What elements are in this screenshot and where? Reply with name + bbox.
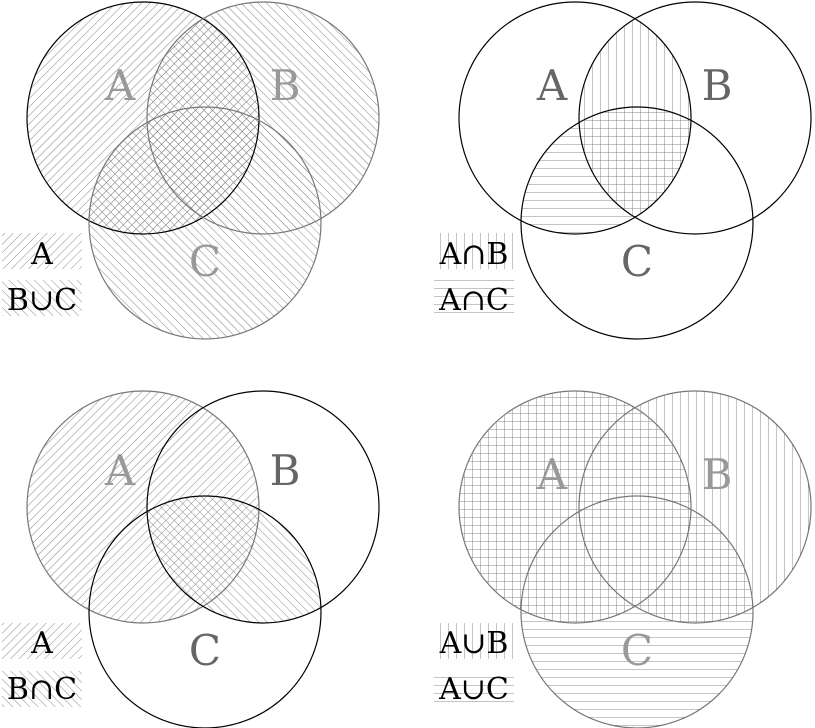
label-a: A (104, 61, 136, 110)
panel-a-union-b-intersect-a-union-c: A B C A∪B A∪C (434, 390, 812, 728)
legend: A∪B A∪C (434, 623, 514, 707)
legend-text-a-intersect-c: A∩C (438, 283, 509, 318)
circle-c (520, 106, 754, 340)
legend-text-a: A (30, 237, 53, 272)
legend: A B∩C (2, 623, 82, 707)
circle-b (578, 1, 812, 235)
legend-swatch-diag-left (2, 233, 82, 269)
label-b: B (270, 61, 301, 110)
legend: A∩B A∩C (434, 233, 514, 318)
circle-c (88, 106, 322, 340)
circle-b (578, 390, 812, 624)
circle-a (26, 390, 260, 624)
legend-text-a-intersect-b: A∩B (439, 237, 509, 272)
circle-b (146, 390, 380, 624)
region-a-intersect-c (521, 107, 691, 234)
label-c: C (621, 237, 653, 286)
panel-a-union-b-intersect-c: A B C A B∩C (2, 390, 380, 728)
legend-swatch-diag-left (2, 623, 82, 659)
legend-swatch-diag-right (2, 280, 82, 316)
panel-a-intersect-b-union-c: A B C A B∪C (2, 1, 380, 340)
legend-text-b-union-c: B∪C (7, 283, 77, 318)
label-c: C (189, 626, 221, 675)
label-b: B (270, 446, 301, 495)
legend-text-b-intersect-c: B∩C (7, 672, 77, 707)
label-b: B (702, 61, 733, 110)
legend-text-a-union-c: A∪C (438, 672, 509, 707)
panel-a-intersect-b-union-a-intersect-c: A B C A∩B A∩C (434, 1, 812, 340)
legend-swatch-horiz (434, 671, 514, 707)
legend: A B∪C (2, 233, 82, 318)
circle-b (146, 1, 380, 235)
set-c-horiz (521, 496, 753, 728)
label-c: C (189, 237, 221, 286)
circle-c (88, 495, 322, 728)
label-c: C (621, 626, 653, 675)
legend-swatch-vert (434, 623, 514, 659)
label-a: A (104, 446, 136, 495)
label-a: A (536, 450, 568, 499)
label-a: A (536, 61, 568, 110)
circle-a (26, 1, 260, 235)
circle-a (458, 1, 692, 235)
legend-swatch-vert (434, 233, 514, 269)
legend-text-a: A (30, 626, 53, 661)
label-b: B (702, 450, 733, 499)
circle-c (520, 495, 754, 728)
circle-a (458, 390, 692, 624)
legend-text-a-union-b: A∪B (439, 626, 509, 661)
legend-swatch-horiz (434, 280, 514, 316)
legend-swatch-diag-right (2, 671, 82, 707)
